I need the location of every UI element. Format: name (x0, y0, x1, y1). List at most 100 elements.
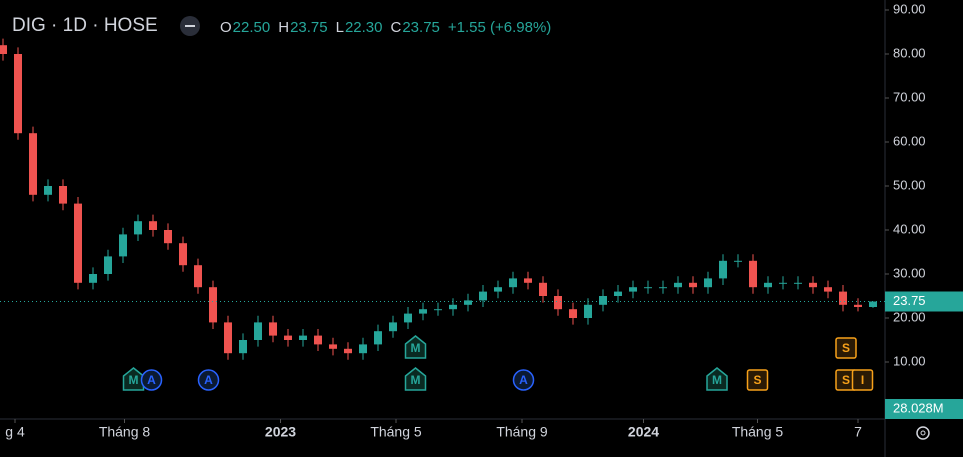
candle-body (194, 265, 202, 288)
y-tick-label: 50.00 (893, 177, 926, 192)
candle-body (584, 304, 592, 318)
candle-body (854, 304, 862, 307)
x-tick-label: Tháng 5 (732, 424, 784, 440)
candle-body (104, 256, 112, 274)
y-tick-label: 40.00 (893, 221, 926, 236)
x-tick-label: 7 (854, 424, 862, 440)
event-badge (404, 335, 427, 359)
ohlc-header: O 22.50 H 23.75 L 22.30 C 23.75 +1.55 (+6.98%) (220, 19, 551, 36)
candle-body (734, 260, 742, 262)
ohlc-key: C (391, 19, 402, 36)
candle-body (269, 322, 277, 336)
candle-body (179, 243, 187, 266)
event-label: S (842, 341, 850, 355)
event-label: A (204, 373, 213, 387)
event-marker[interactable]: S (746, 369, 769, 391)
event-marker[interactable]: S (835, 337, 857, 359)
candle-body (14, 54, 22, 134)
x-tick-label: Tháng 8 (99, 424, 151, 440)
event-marker[interactable]: S (835, 369, 857, 391)
event-marker[interactable]: A (197, 369, 220, 391)
candle-body (254, 322, 262, 340)
candle-body (824, 287, 832, 292)
y-tick-label: 20.00 (893, 309, 926, 324)
ohlc-value: 22.50 (233, 19, 271, 36)
settings-icon (916, 426, 930, 440)
candle-body (119, 234, 127, 257)
candle-body (134, 221, 142, 235)
candle-body (434, 309, 442, 311)
event-marker[interactable]: M (404, 335, 427, 359)
ohlc-value: 23.75 (402, 19, 440, 36)
ohlc-value: 22.30 (345, 19, 383, 36)
candle-body (674, 282, 682, 288)
candle-body (0, 45, 7, 54)
y-tick-label: 30.00 (893, 265, 926, 280)
x-tick-label: 2023 (265, 424, 296, 440)
y-tick-label: 90.00 (893, 1, 926, 16)
candle-body (224, 322, 232, 354)
candle-body (149, 221, 157, 230)
event-badge (835, 337, 857, 359)
candle-body (869, 301, 877, 307)
candle-body (404, 313, 412, 323)
candle-body (449, 304, 457, 310)
candle-body (329, 344, 337, 349)
event-marker[interactable]: M (706, 367, 728, 391)
event-label: M (129, 373, 139, 387)
ohlc-key: H (278, 19, 289, 36)
event-marker[interactable]: A (512, 369, 535, 391)
last-price-tag (885, 291, 963, 312)
ohlc-value: +1.55 (+6.98%) (448, 19, 551, 36)
candle-body (314, 335, 322, 345)
event-label: S (842, 373, 850, 387)
candle-body (419, 309, 427, 314)
candle-body (719, 260, 727, 279)
candle-body (704, 278, 712, 288)
settings-icon-core (920, 430, 926, 436)
event-badge (404, 367, 427, 391)
settings-button[interactable] (916, 426, 930, 440)
event-badge (851, 369, 874, 391)
y-tick-label: 10.00 (893, 353, 926, 368)
candle-body (59, 186, 67, 204)
event-marker[interactable]: M (404, 367, 427, 391)
candle-body (209, 287, 217, 323)
candle-body (239, 340, 247, 354)
candle-body (629, 287, 637, 292)
candle-body (779, 282, 787, 284)
x-tick-label: 2024 (628, 424, 659, 440)
ohlc-value: 23.75 (290, 19, 328, 36)
y-tick-label: 70.00 (893, 89, 926, 104)
volume-tag (885, 399, 963, 419)
x-tick-label: Tháng 9 (496, 424, 548, 440)
event-badge (706, 367, 728, 391)
candle-body (524, 278, 532, 283)
y-tick-label: 80.00 (893, 45, 926, 60)
candle-body (299, 335, 307, 340)
candle-body (374, 331, 382, 345)
candle-body (794, 282, 802, 284)
x-tick-label: g 4 (5, 424, 25, 440)
event-label: M (411, 373, 421, 387)
event-marker[interactable]: I (851, 369, 874, 391)
volume-label: 28.028M (893, 400, 944, 415)
candle-body (569, 309, 577, 318)
candle-body (344, 348, 352, 354)
event-badge (197, 369, 220, 391)
last-price-label: 23.75 (893, 293, 926, 308)
event-label: A (147, 373, 156, 387)
candle-body (599, 296, 607, 305)
y-tick-label: 60.00 (893, 133, 926, 148)
ohlc-key: O (220, 19, 232, 36)
candle-body (164, 230, 172, 244)
candle-body (689, 282, 697, 288)
event-marker[interactable]: A (140, 369, 163, 391)
candle-body (554, 296, 562, 310)
candle-body (749, 260, 757, 288)
candle-body (74, 203, 82, 283)
candle-body (659, 287, 667, 289)
candle-body (539, 282, 547, 296)
